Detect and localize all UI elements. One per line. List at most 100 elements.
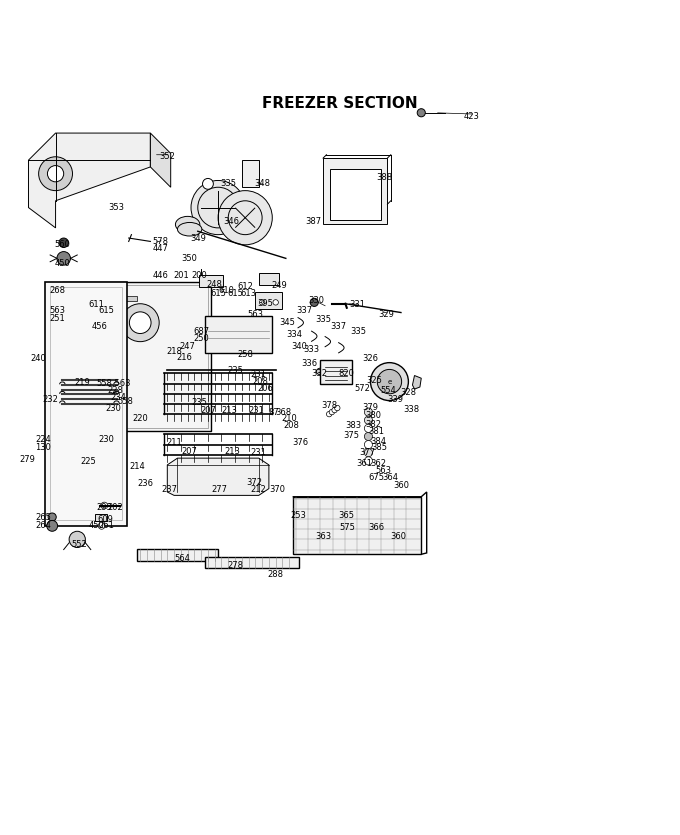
Circle shape xyxy=(364,416,373,424)
Text: 130: 130 xyxy=(35,443,51,453)
Text: 349: 349 xyxy=(190,234,206,242)
Bar xyxy=(92,296,137,301)
Text: 235: 235 xyxy=(192,398,208,407)
Text: 575: 575 xyxy=(339,523,356,532)
Text: 258: 258 xyxy=(237,350,253,359)
Text: 230: 230 xyxy=(105,404,121,413)
Text: 335: 335 xyxy=(350,327,367,336)
Text: 609: 609 xyxy=(97,514,113,524)
Text: 446: 446 xyxy=(152,271,169,280)
Text: 563: 563 xyxy=(49,306,65,315)
Circle shape xyxy=(86,292,126,333)
Text: 387: 387 xyxy=(305,216,321,225)
Text: 563: 563 xyxy=(248,310,263,319)
Ellipse shape xyxy=(177,222,202,236)
Text: 218: 218 xyxy=(166,347,182,357)
Circle shape xyxy=(203,179,214,190)
Bar xyxy=(256,292,282,309)
Text: 378: 378 xyxy=(321,401,337,410)
Text: 611: 611 xyxy=(88,300,104,309)
Text: 253: 253 xyxy=(291,511,307,520)
Text: 337: 337 xyxy=(296,306,313,315)
Circle shape xyxy=(418,109,425,117)
Text: 331: 331 xyxy=(349,300,365,309)
Text: 365: 365 xyxy=(338,511,354,520)
Text: 265: 265 xyxy=(35,513,51,522)
Text: 236: 236 xyxy=(137,478,154,488)
Text: 348: 348 xyxy=(254,180,270,189)
Text: 208: 208 xyxy=(284,421,299,430)
Text: 334: 334 xyxy=(287,331,303,339)
Text: 202: 202 xyxy=(107,503,123,512)
Text: 350: 350 xyxy=(182,254,198,263)
Text: 340: 340 xyxy=(292,342,307,351)
Text: 447: 447 xyxy=(152,245,169,253)
Text: 345: 345 xyxy=(279,318,295,327)
Circle shape xyxy=(129,311,151,333)
Text: 237: 237 xyxy=(161,485,177,494)
Text: 382: 382 xyxy=(365,420,381,428)
Circle shape xyxy=(57,251,71,266)
Bar xyxy=(292,497,422,554)
Text: 560: 560 xyxy=(54,240,70,250)
Text: 395: 395 xyxy=(258,299,273,308)
Circle shape xyxy=(329,409,335,415)
Text: 200: 200 xyxy=(191,271,207,280)
Text: 213: 213 xyxy=(224,447,240,456)
Text: 361: 361 xyxy=(356,459,373,468)
Text: 214: 214 xyxy=(130,462,146,471)
Text: 377: 377 xyxy=(359,448,375,458)
Text: 366: 366 xyxy=(368,523,384,532)
Bar xyxy=(46,282,126,526)
Text: 336: 336 xyxy=(301,359,318,368)
Bar xyxy=(66,286,208,428)
Text: 278: 278 xyxy=(227,560,243,569)
Circle shape xyxy=(198,187,239,228)
Polygon shape xyxy=(413,376,422,389)
Bar xyxy=(50,287,122,520)
Text: 360: 360 xyxy=(393,481,409,489)
Circle shape xyxy=(332,407,337,412)
Text: 264: 264 xyxy=(35,521,51,530)
Circle shape xyxy=(218,190,272,245)
Text: 558,563: 558,563 xyxy=(96,379,131,388)
Text: 208: 208 xyxy=(253,377,269,386)
Circle shape xyxy=(228,200,262,235)
Ellipse shape xyxy=(175,216,200,233)
Text: 231: 231 xyxy=(251,371,267,379)
Text: 234: 234 xyxy=(111,392,126,402)
Text: 212: 212 xyxy=(250,485,266,494)
Circle shape xyxy=(273,300,278,305)
Circle shape xyxy=(48,513,56,521)
Text: 615: 615 xyxy=(227,289,243,298)
Text: 612: 612 xyxy=(237,282,253,291)
Text: 381: 381 xyxy=(368,427,384,436)
Circle shape xyxy=(48,165,64,182)
Text: 379: 379 xyxy=(362,402,379,412)
Text: 339: 339 xyxy=(387,395,403,403)
Text: 423: 423 xyxy=(464,112,480,120)
Polygon shape xyxy=(29,133,150,228)
Text: 385: 385 xyxy=(371,443,388,452)
Circle shape xyxy=(310,298,318,306)
Text: 293: 293 xyxy=(97,503,112,512)
Text: 250: 250 xyxy=(193,334,209,342)
Text: 224: 224 xyxy=(35,435,51,443)
Text: 450: 450 xyxy=(88,521,104,530)
Text: 820: 820 xyxy=(339,369,355,378)
Text: 216: 216 xyxy=(176,353,192,362)
Circle shape xyxy=(47,520,58,531)
Bar xyxy=(205,316,272,353)
Circle shape xyxy=(377,369,402,394)
Text: 337: 337 xyxy=(330,321,347,331)
Text: 456: 456 xyxy=(92,322,107,331)
Text: 326: 326 xyxy=(362,354,379,363)
Text: 231: 231 xyxy=(248,407,264,415)
Bar xyxy=(242,160,258,187)
Bar xyxy=(95,514,107,521)
Text: 213: 213 xyxy=(221,407,237,415)
Text: 251: 251 xyxy=(49,314,65,323)
Text: FREEZER SECTION: FREEZER SECTION xyxy=(262,96,418,111)
Text: 375: 375 xyxy=(343,432,359,440)
Text: 231: 231 xyxy=(251,448,267,458)
